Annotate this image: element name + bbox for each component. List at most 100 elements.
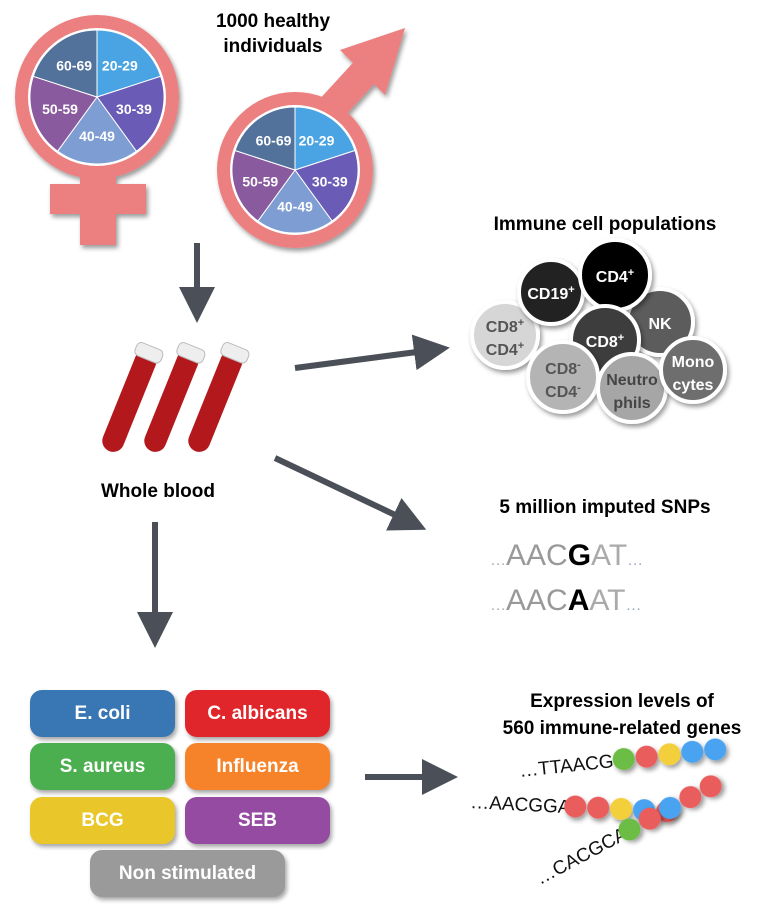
expression-bead <box>618 818 641 841</box>
snp-row: …AACGAT… <box>490 539 643 572</box>
cohort-title-line1: 1000 healthy <box>216 11 330 32</box>
arrow-blood-to-snps <box>273 455 427 531</box>
svg-text:CD8+: CD8+ <box>586 332 624 351</box>
age-label: 50-59 <box>42 101 78 117</box>
expression-bead <box>635 745 658 768</box>
svg-text:cytes: cytes <box>673 377 714 394</box>
gene-row: …TTAACGG <box>518 738 727 782</box>
snp-post: … <box>627 552 643 569</box>
gene-sequence: …TTAACGG <box>518 750 629 782</box>
stimulus-s-aureus: S. aureus <box>30 743 175 790</box>
snp-post: … <box>625 597 641 614</box>
stimulus-c-albicans: C. albicans <box>185 690 330 737</box>
age-label: 20-29 <box>102 58 138 74</box>
snp-sequences: …AACGAT……AACAAT… <box>490 539 643 617</box>
expression-bead <box>681 740 704 763</box>
svg-text:Neutro: Neutro <box>606 372 658 389</box>
arrows <box>137 243 458 795</box>
pie-slice-40-49 <box>257 169 333 234</box>
stimulus-bcg: BCG <box>30 797 175 844</box>
pie-slice-50-59 <box>231 149 296 222</box>
snp-row: …AACAAT… <box>490 584 641 617</box>
snp-pre: … <box>490 552 506 569</box>
pie-slice-20-29 <box>294 106 356 171</box>
svg-text:Mono: Mono <box>672 354 715 371</box>
cell-label: cytes <box>673 377 714 394</box>
age-label: 30-39 <box>116 101 152 117</box>
expression-bead <box>587 796 610 819</box>
pie-slice-60-69 <box>32 29 98 98</box>
cell-label: NK <box>648 316 672 333</box>
cell-label: phils <box>613 395 650 412</box>
male-age-pie: 20-29 30-39 40-49 50-59 60-69 <box>230 105 360 235</box>
cell-cd8cd4: CD8+CD4+ <box>470 300 540 370</box>
snp-variant: A <box>568 584 590 617</box>
expression-bead <box>658 743 681 766</box>
svg-text:CD8+: CD8+ <box>486 317 524 336</box>
pie-slice-30-39 <box>294 149 359 222</box>
cell-label: CD19 <box>527 286 568 303</box>
stimulus-non-stimulated: Non stimulated <box>90 850 285 897</box>
snp-right: AT <box>589 584 625 617</box>
svg-text:NK: NK <box>648 316 672 333</box>
expression-bead <box>638 807 661 830</box>
pie-slice-50-59 <box>29 75 98 152</box>
cell-cd4: CD4+ <box>578 238 652 312</box>
svg-text:CD8-: CD8- <box>545 359 581 378</box>
snp-pre: … <box>490 597 506 614</box>
cell-cd8cd4: CD8-CD4- <box>526 340 600 414</box>
snp-left: AAC <box>506 539 568 572</box>
gene-expression-beads: …TTAACGG…AACGGAT…CACGCAA <box>470 738 727 889</box>
expression-bead <box>704 738 727 761</box>
cohort-title-line2: individuals <box>223 36 322 57</box>
expression-title-line2: 560 immune-related genes <box>503 718 742 739</box>
snp-right: AT <box>591 539 627 572</box>
cell-neutrophils: Neutro phils <box>596 352 668 424</box>
age-label: 30-39 <box>312 173 348 189</box>
svg-text:phils: phils <box>613 395 650 412</box>
whole-blood-label: Whole blood <box>101 481 215 502</box>
cell-monocytes: Mono cytes <box>659 336 727 404</box>
snp-variant: G <box>568 539 591 572</box>
arrow-blood-to-cells <box>294 334 450 371</box>
blood-tubes-icon <box>100 342 250 454</box>
svg-text:CD4+: CD4+ <box>486 340 524 359</box>
age-label: 20-29 <box>299 132 335 148</box>
pie-slice-20-29 <box>96 29 162 98</box>
cell-label: CD4 <box>486 342 518 359</box>
cell-label-superscript: - <box>577 359 581 371</box>
cell-label: CD8 <box>486 319 518 336</box>
expression-bead <box>679 786 702 809</box>
cell-label: CD8 <box>586 334 618 351</box>
cell-label-superscript: + <box>628 267 634 279</box>
immune-title: Immune cell populations <box>494 214 717 235</box>
svg-text:CD4-: CD4- <box>545 382 581 401</box>
age-label: 60-69 <box>256 132 292 148</box>
cell-label: Mono <box>672 354 715 371</box>
snp-left: AAC <box>506 584 568 617</box>
svg-text:CD4+: CD4+ <box>596 267 634 286</box>
expression-bead <box>699 775 722 798</box>
pie-slice-60-69 <box>234 106 296 171</box>
expression-bead <box>610 797 633 820</box>
cell-cd19: CD19 + <box>517 258 585 326</box>
age-label: 50-59 <box>242 173 278 189</box>
cell-label: Neutro <box>606 372 658 389</box>
stimulus-e-coli: E. coli <box>30 690 175 737</box>
snp-title: 5 million imputed SNPs <box>499 497 710 518</box>
expression-bead <box>612 748 635 771</box>
pie-slice-40-49 <box>56 96 138 165</box>
expression-bead <box>659 796 682 819</box>
cell-label: CD4 <box>545 384 577 401</box>
gene-row: …CACGCAA <box>532 775 722 889</box>
cell-label-superscript: - <box>577 382 581 394</box>
stimulus-seb: SEB <box>185 797 330 844</box>
cell-label-superscript: + <box>518 317 524 329</box>
expression-bead <box>564 795 587 818</box>
expression-title-line1: Expression levels of <box>530 691 714 712</box>
age-label: 40-49 <box>79 128 115 144</box>
